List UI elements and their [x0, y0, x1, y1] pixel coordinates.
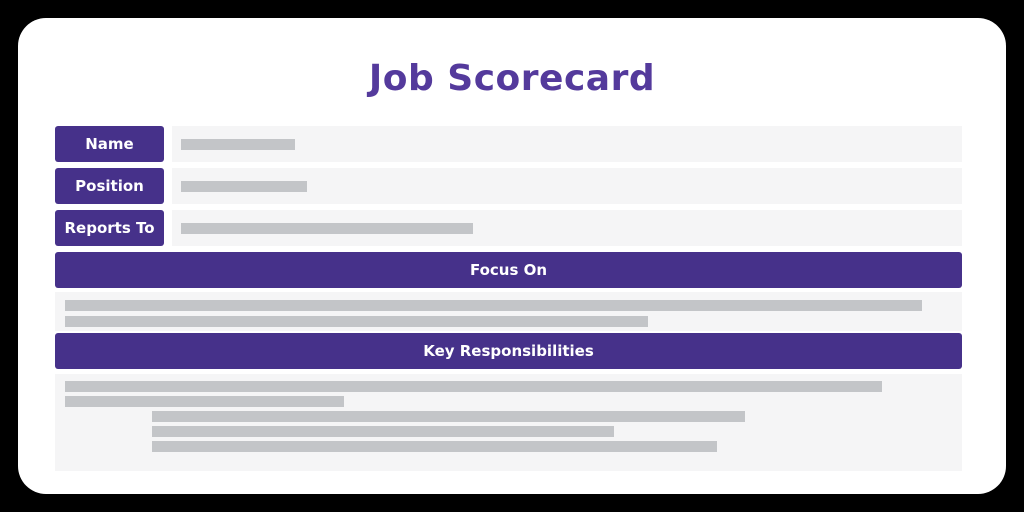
- key-responsibilities-content[interactable]: [55, 374, 962, 471]
- page-title: Job Scorecard: [368, 58, 656, 99]
- reports-to-label: Reports To: [55, 210, 164, 246]
- reports-to-value-field[interactable]: [172, 210, 962, 246]
- placeholder-text-bar: [181, 138, 295, 150]
- field-row-reports-to: Reports To: [55, 210, 962, 246]
- scorecard-card: Job Scorecard Name Position Reports To F…: [18, 18, 1006, 494]
- field-row-name: Name: [55, 126, 962, 162]
- placeholder-text-bar: [152, 411, 745, 422]
- placeholder-text-bar: [181, 180, 307, 192]
- key-responsibilities-header: Key Responsibilities: [55, 333, 962, 369]
- name-label: Name: [55, 126, 164, 162]
- placeholder-text-bar: [65, 396, 344, 407]
- focus-on-header: Focus On: [55, 252, 962, 288]
- placeholder-text-bar: [152, 441, 717, 452]
- placeholder-text-bar: [65, 381, 882, 392]
- focus-on-content[interactable]: [55, 292, 962, 331]
- scorecard-body: Name Position Reports To Focus On Key Re…: [55, 126, 962, 471]
- position-label: Position: [55, 168, 164, 204]
- placeholder-text-bar: [65, 300, 922, 311]
- placeholder-text-bar: [181, 222, 473, 234]
- name-value-field[interactable]: [172, 126, 962, 162]
- field-row-position: Position: [55, 168, 962, 204]
- position-value-field[interactable]: [172, 168, 962, 204]
- placeholder-text-bar: [65, 316, 648, 327]
- placeholder-text-bar: [152, 426, 614, 437]
